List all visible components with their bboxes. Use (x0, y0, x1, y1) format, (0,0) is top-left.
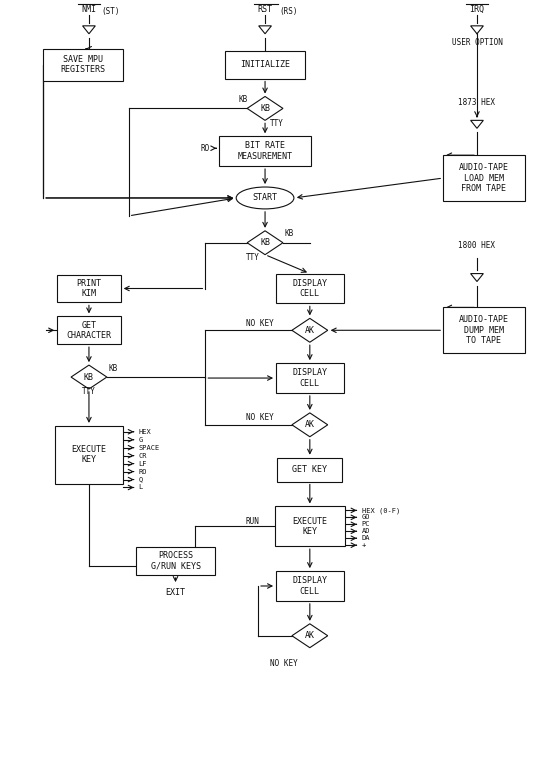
Text: 1800 HEX: 1800 HEX (459, 241, 496, 250)
Text: NO KEY: NO KEY (246, 319, 274, 328)
Polygon shape (247, 96, 283, 120)
Text: TTY: TTY (82, 388, 96, 397)
Text: DISPLAY
CELL: DISPLAY CELL (292, 577, 327, 596)
Polygon shape (471, 274, 483, 281)
Text: (ST): (ST) (102, 8, 120, 16)
Text: SPACE: SPACE (139, 445, 160, 451)
Text: AK: AK (305, 326, 315, 335)
Text: CR: CR (139, 453, 147, 459)
Text: PC: PC (361, 522, 370, 527)
Text: NMI: NMI (81, 5, 96, 15)
Text: GO: GO (361, 515, 370, 520)
Text: TTY: TTY (246, 253, 260, 262)
Polygon shape (292, 319, 328, 343)
Text: NO KEY: NO KEY (270, 659, 298, 668)
Text: RO: RO (139, 469, 147, 474)
Text: LF: LF (139, 460, 147, 467)
Polygon shape (258, 26, 271, 34)
Text: BIT RATE
MEASUREMENT: BIT RATE MEASUREMENT (238, 142, 293, 161)
Ellipse shape (236, 187, 294, 209)
Text: L: L (139, 484, 143, 491)
Text: GET KEY: GET KEY (292, 465, 327, 474)
Text: KB: KB (84, 373, 94, 381)
FancyBboxPatch shape (57, 274, 122, 302)
Text: AK: AK (305, 632, 315, 640)
Text: KB: KB (284, 229, 294, 238)
Polygon shape (471, 120, 483, 129)
Text: KB: KB (108, 363, 118, 373)
Polygon shape (292, 624, 328, 648)
FancyBboxPatch shape (276, 571, 344, 601)
Text: RUN: RUN (245, 517, 259, 525)
Text: RO: RO (201, 143, 210, 153)
FancyBboxPatch shape (57, 316, 122, 344)
Text: IRQ: IRQ (470, 5, 485, 15)
Text: G: G (139, 437, 143, 443)
FancyBboxPatch shape (275, 506, 345, 546)
Text: EXECUTE
KEY: EXECUTE KEY (72, 445, 107, 464)
Text: KB: KB (260, 238, 270, 247)
FancyBboxPatch shape (226, 50, 305, 78)
FancyBboxPatch shape (278, 458, 342, 481)
Text: HEX: HEX (139, 429, 151, 435)
Text: AK: AK (305, 420, 315, 429)
Text: DISPLAY
CELL: DISPLAY CELL (292, 279, 327, 298)
FancyBboxPatch shape (219, 136, 311, 166)
Text: USER OPTION: USER OPTION (452, 38, 502, 47)
Text: AD: AD (361, 529, 370, 534)
Text: KB: KB (260, 104, 270, 113)
Text: DA: DA (361, 536, 370, 541)
Text: TTY: TTY (270, 119, 284, 128)
FancyBboxPatch shape (136, 547, 215, 575)
Polygon shape (82, 26, 95, 34)
FancyBboxPatch shape (276, 274, 344, 304)
Text: DISPLAY
CELL: DISPLAY CELL (292, 368, 327, 388)
FancyBboxPatch shape (55, 425, 123, 484)
Text: EXIT: EXIT (166, 588, 185, 598)
Text: START: START (252, 194, 278, 202)
Polygon shape (471, 26, 483, 34)
FancyBboxPatch shape (43, 49, 123, 81)
Text: 1873 HEX: 1873 HEX (459, 98, 496, 107)
Text: NO KEY: NO KEY (246, 413, 274, 422)
Text: INITIALIZE: INITIALIZE (240, 60, 290, 69)
Text: PROCESS
G/RUN KEYS: PROCESS G/RUN KEYS (151, 552, 201, 571)
Text: HEX (0-F): HEX (0-F) (361, 507, 400, 514)
Polygon shape (292, 413, 328, 437)
FancyBboxPatch shape (443, 308, 525, 353)
Text: GET
CHARACTER: GET CHARACTER (67, 321, 112, 340)
Text: SAVE MPU
REGISTERS: SAVE MPU REGISTERS (60, 55, 106, 74)
Text: RST: RST (257, 5, 273, 15)
FancyBboxPatch shape (276, 363, 344, 393)
Text: AUDIO-TAPE
DUMP MEM
TO TAPE: AUDIO-TAPE DUMP MEM TO TAPE (459, 315, 509, 345)
Text: EXECUTE
KEY: EXECUTE KEY (292, 517, 327, 536)
Text: AUDIO-TAPE
LOAD MEM
FROM TAPE: AUDIO-TAPE LOAD MEM FROM TAPE (459, 164, 509, 193)
FancyBboxPatch shape (443, 155, 525, 201)
Text: (RS): (RS) (280, 8, 298, 16)
Text: Q: Q (139, 477, 143, 483)
Text: KB: KB (239, 95, 248, 104)
Text: PRINT
KIM: PRINT KIM (76, 279, 101, 298)
Polygon shape (247, 231, 283, 255)
Text: +: + (361, 542, 366, 548)
Polygon shape (71, 365, 107, 389)
